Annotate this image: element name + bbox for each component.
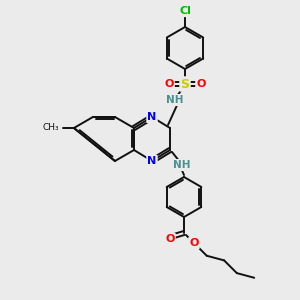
- Text: NH: NH: [166, 95, 184, 105]
- Text: O: O: [196, 79, 206, 89]
- Text: CH₃: CH₃: [42, 124, 59, 133]
- Text: NH: NH: [173, 160, 191, 170]
- Text: O: O: [165, 234, 175, 244]
- Text: N: N: [147, 156, 157, 166]
- Text: Cl: Cl: [179, 6, 191, 16]
- Text: N: N: [147, 112, 157, 122]
- Text: O: O: [189, 238, 199, 248]
- Text: O: O: [164, 79, 174, 89]
- Text: S: S: [181, 77, 190, 91]
